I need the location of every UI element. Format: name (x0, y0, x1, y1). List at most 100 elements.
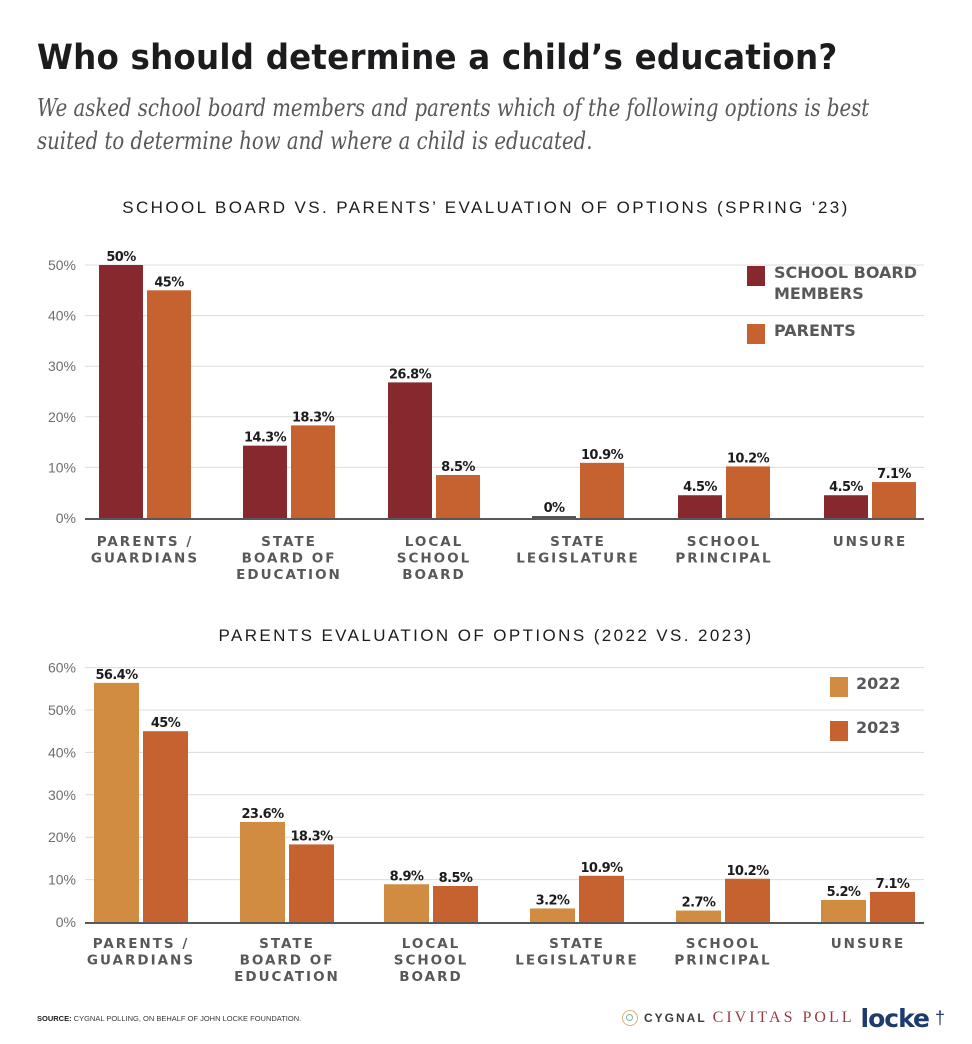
category-label: STATE (549, 936, 605, 952)
bar (824, 495, 868, 518)
chart-2-title: PARENTS EVALUATION OF OPTIONS (2022 VS. … (218, 626, 754, 645)
page-subtitle: We asked school board members and parent… (37, 94, 870, 155)
bar (821, 899, 866, 922)
legend-label: SCHOOL BOARD (774, 263, 917, 282)
category-label: STATE (259, 936, 315, 952)
bar (147, 290, 191, 518)
category-label: EDUCATION (236, 567, 342, 583)
y-tick-label: 50% (48, 702, 76, 718)
civitas-poll-logo: CIVITAS POLL (712, 1009, 855, 1026)
data-label: 50% (106, 250, 136, 265)
data-label: 10.9% (580, 861, 623, 876)
bar (143, 731, 188, 922)
data-label: 7.1% (877, 467, 911, 482)
chart-2-parents-2022-vs-2023: 0% 10% 20% 30% 40% 50% 60% 56.4% 23.6% 8.9% 3.2% 2.… (48, 660, 924, 985)
bar (530, 908, 575, 922)
category-label: SCHOOL (394, 953, 468, 969)
bar (436, 474, 480, 518)
logo-bar: CYGNAL CIVITAS POLL locke † (622, 1003, 945, 1033)
category-label: SCHOOL (687, 534, 761, 550)
category-label: BOARD (399, 969, 462, 985)
torch-icon: † (934, 1007, 945, 1028)
bar (291, 425, 335, 518)
legend-label: PARENTS (774, 321, 856, 340)
category-label: GUARDIANS (87, 953, 195, 969)
bar (579, 875, 624, 922)
y-tick-label: 60% (48, 660, 76, 676)
data-label: 45% (154, 275, 184, 290)
legend-swatch (747, 266, 765, 286)
category-label: SCHOOL (397, 551, 471, 567)
data-label: 10.2% (726, 864, 769, 879)
data-label: 4.5% (829, 480, 863, 495)
y-tick-label: 40% (48, 744, 76, 760)
y-tick-label: 20% (48, 829, 76, 845)
source-note: SOURCE: CYGNAL POLLING, ON BEHALF OF JOH… (37, 1014, 301, 1023)
data-label: 0% (544, 501, 565, 516)
category-label: PRINCIPAL (674, 953, 771, 969)
legend-label: 2022 (856, 674, 901, 693)
category-label: UNSURE (833, 534, 908, 550)
category-label: LOCAL (405, 534, 464, 550)
y-tick-label: 40% (48, 308, 76, 324)
y-tick-label: 0% (56, 510, 76, 526)
data-label: 26.8% (389, 367, 432, 382)
source-text: CYGNAL POLLING, ON BEHALF OF JOHN LOCKE … (71, 1014, 302, 1023)
y-tick-label: 10% (48, 459, 76, 475)
category-label: PARENTS / (93, 936, 190, 952)
category-label: EDUCATION (234, 969, 340, 985)
cygnal-logo-icon (622, 1010, 638, 1026)
chart-1-school-board-vs-parents: 0% 10% 20% 30% 40% 50% 50% 14.3% 26.8% 0% 4.5% 4.5%… (48, 250, 924, 583)
bar (388, 382, 432, 518)
data-label: 3.2% (536, 893, 570, 908)
data-label: 18.3% (290, 829, 333, 844)
data-label: 18.3% (292, 410, 335, 425)
category-label: UNSURE (831, 936, 906, 952)
category-label: PRINCIPAL (675, 551, 772, 567)
data-label: 10.9% (581, 448, 624, 463)
bar (725, 878, 770, 922)
bar (240, 821, 285, 922)
category-label: BOARD (402, 567, 465, 583)
data-label: 14.3% (244, 431, 287, 446)
bar (678, 495, 722, 518)
data-label: 45% (151, 716, 181, 731)
category-label: LOCAL (402, 936, 461, 952)
bar (289, 844, 334, 922)
data-label: 23.6% (241, 807, 284, 822)
category-label: LEGISLATURE (516, 551, 639, 567)
data-label: 10.2% (727, 451, 770, 466)
category-label: BOARD OF (242, 551, 337, 567)
bar (99, 265, 143, 518)
bar (94, 682, 139, 922)
chart-1-title: SCHOOL BOARD VS. PARENTS’ EVALUATION OF … (122, 198, 850, 217)
page-title: Who should determine a child’s education… (37, 38, 838, 78)
bar (580, 462, 624, 518)
legend-swatch (830, 677, 848, 697)
data-label: 5.2% (827, 885, 861, 900)
source-label: SOURCE: (37, 1014, 72, 1023)
category-label: LEGISLATURE (515, 953, 638, 969)
y-tick-label: 0% (56, 914, 76, 930)
category-label: GUARDIANS (91, 551, 199, 567)
y-tick-label: 50% (48, 257, 76, 273)
bar (872, 482, 916, 518)
data-label: 8.9% (390, 869, 424, 884)
cygnal-logo: CYGNAL (644, 1011, 707, 1025)
category-label: SCHOOL (686, 936, 760, 952)
data-label: 4.5% (683, 480, 717, 495)
category-label: STATE (261, 534, 317, 550)
locke-logo: locke (860, 1003, 930, 1033)
data-label: 8.5% (441, 460, 475, 475)
category-label: STATE (550, 534, 606, 550)
data-label: 56.4% (95, 668, 138, 683)
legend-label: MEMBERS (774, 284, 864, 303)
legend-swatch (747, 324, 765, 344)
y-tick-label: 20% (48, 409, 76, 425)
data-label: 7.1% (876, 877, 910, 892)
bar (676, 910, 721, 922)
y-tick-label: 10% (48, 872, 76, 888)
data-label: 8.5% (439, 871, 473, 886)
bar (726, 466, 770, 518)
y-tick-label: 30% (48, 358, 76, 374)
